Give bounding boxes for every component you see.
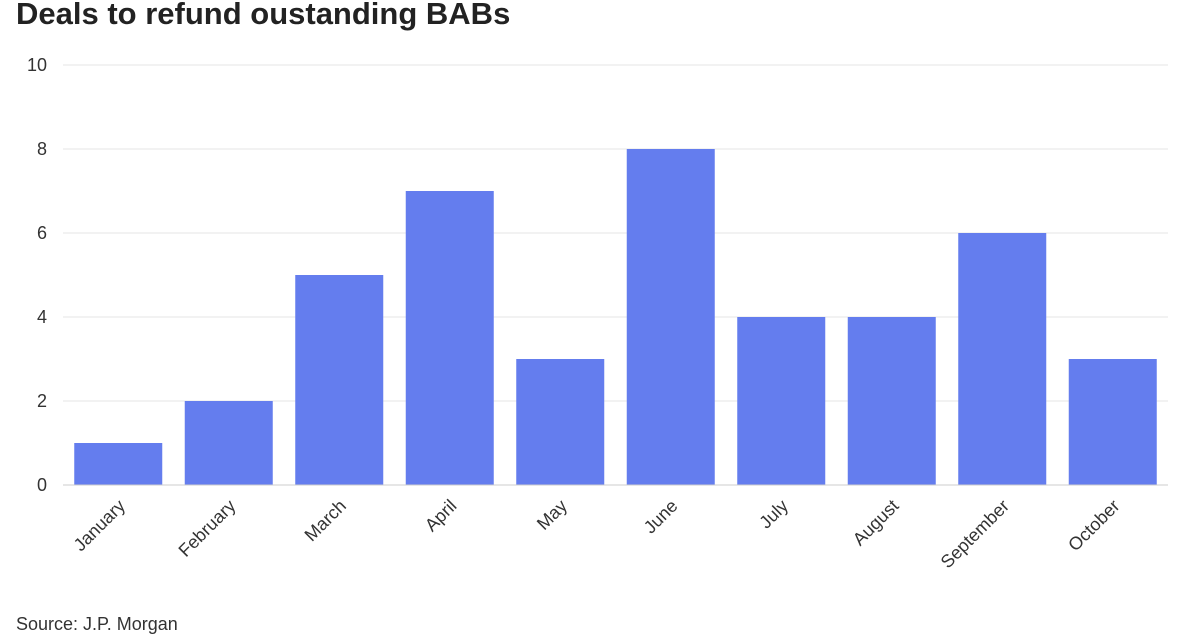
y-axis-ticks: 0 2 4 6 8 10 bbox=[27, 55, 47, 495]
x-tick-label: April bbox=[421, 496, 461, 536]
x-tick-label: February bbox=[175, 496, 240, 561]
bar bbox=[626, 149, 715, 485]
y-tick-label: 10 bbox=[27, 55, 47, 75]
y-tick-label: 0 bbox=[37, 475, 47, 495]
x-tick-label: June bbox=[640, 496, 682, 538]
bar bbox=[74, 443, 163, 485]
y-tick-label: 6 bbox=[37, 223, 47, 243]
x-tick-label: May bbox=[533, 496, 571, 534]
bar bbox=[295, 275, 384, 485]
y-tick-label: 4 bbox=[37, 307, 47, 327]
bar bbox=[737, 317, 826, 485]
x-tick-label: August bbox=[849, 496, 903, 550]
bar bbox=[1068, 359, 1157, 485]
x-tick-label: January bbox=[70, 496, 129, 555]
bar bbox=[516, 359, 605, 485]
x-tick-label: July bbox=[755, 496, 792, 533]
bar bbox=[405, 191, 494, 485]
x-tick-label: March bbox=[301, 496, 351, 546]
x-tick-label: September bbox=[937, 496, 1013, 572]
chart-title: Deals to refund oustanding BABs bbox=[16, 0, 511, 31]
y-tick-label: 8 bbox=[37, 139, 47, 159]
x-axis-labels: January February March April May June July Augu… bbox=[70, 496, 1124, 572]
x-tick-label: October bbox=[1064, 496, 1123, 555]
source-note: Source: J.P. Morgan bbox=[16, 614, 178, 634]
bar bbox=[184, 401, 273, 485]
bar bbox=[847, 317, 936, 485]
y-tick-label: 2 bbox=[37, 391, 47, 411]
bars bbox=[74, 149, 1157, 485]
bar bbox=[958, 233, 1047, 485]
